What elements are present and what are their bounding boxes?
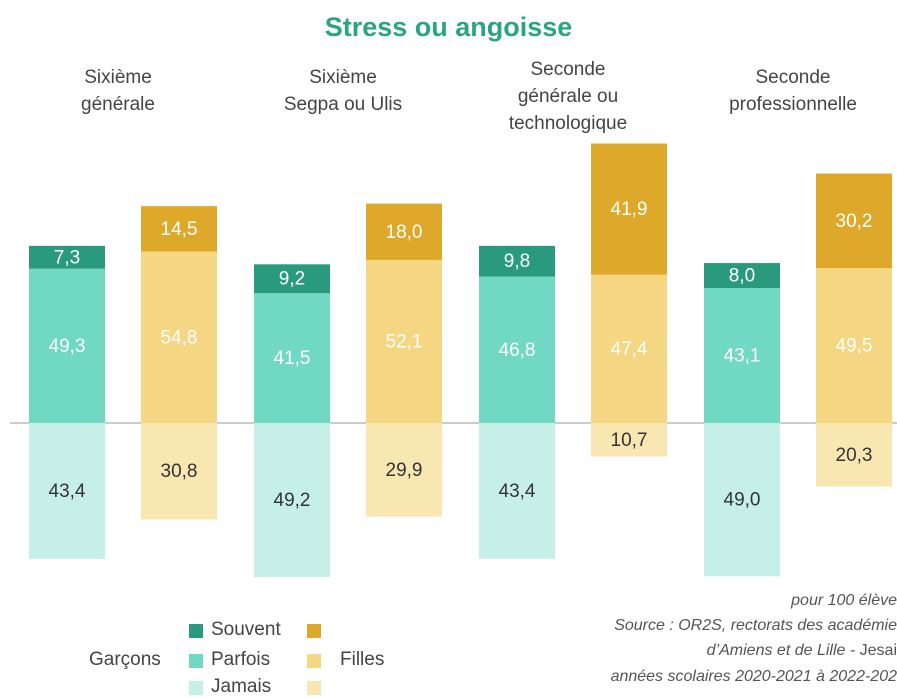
value-label: 7,3 [54, 247, 80, 268]
value-label: 54,8 [161, 327, 198, 348]
value-label: 8,0 [729, 266, 755, 287]
legend-swatch [307, 624, 321, 638]
value-label: 30,2 [836, 211, 873, 232]
value-label: 46,8 [499, 340, 536, 361]
bar-segment [254, 423, 330, 577]
bar-segment [479, 423, 555, 559]
bar-segment [29, 268, 105, 423]
note-text: années scolaires 2020-2021 à 2022-202 [610, 668, 897, 685]
bar-segment [366, 203, 442, 260]
legend-swatch [189, 624, 203, 638]
value-label: 47,4 [611, 339, 648, 360]
source-note: d’Amiens et de Lille - Jesai [707, 642, 897, 660]
value-label: 52,1 [386, 331, 423, 352]
value-label: 10,7 [611, 430, 648, 451]
value-label: 43,1 [724, 346, 761, 367]
note-text: pour 100 élève [791, 592, 897, 609]
value-label: 49,0 [724, 490, 761, 511]
bar-segment [479, 276, 555, 423]
value-label: 43,4 [499, 481, 536, 502]
bar-segment [816, 173, 892, 269]
value-label: 14,5 [161, 219, 198, 240]
legend-label: Souvent [211, 619, 281, 640]
bar-segment [141, 423, 217, 520]
value-label: 41,5 [274, 348, 311, 369]
value-label: 43,4 [49, 481, 86, 502]
legend-group: Filles [340, 649, 385, 670]
legend-swatch [189, 681, 203, 695]
bar-segment [366, 259, 442, 423]
bar-segment [591, 423, 667, 457]
value-label: 20,3 [836, 445, 873, 466]
value-label: 30,8 [161, 461, 198, 482]
bar-segment [591, 274, 667, 423]
category-label: Sixième Segpa ou Ulis [283, 67, 403, 115]
value-label: 49,3 [49, 336, 86, 357]
note-text: Source : OR2S, rectorats des académie [614, 617, 897, 634]
source-note: Source : OR2S, rectorats des académie [614, 617, 897, 635]
bar-segment [254, 264, 330, 294]
legend-group: Garçons [89, 649, 161, 670]
value-label: 29,9 [386, 460, 423, 481]
legend-label: Parfois [211, 649, 271, 670]
value-label: 49,2 [274, 490, 311, 511]
bar-segment [479, 245, 555, 277]
bar-segment [141, 206, 217, 252]
bar-segment [704, 263, 780, 289]
value-label: 41,9 [611, 199, 648, 220]
bar-segment [704, 423, 780, 577]
bar-segment [704, 288, 780, 423]
value-label: 9,2 [279, 269, 305, 290]
legend-label: Jamais [211, 676, 272, 697]
value-label: 18,0 [386, 222, 423, 243]
bar-segment [29, 245, 105, 269]
legend-swatch [307, 654, 321, 668]
category-label: Seconde professionnelle [729, 67, 857, 115]
bar-segment [591, 143, 667, 275]
bar-segment [29, 423, 105, 559]
value-label: 49,5 [836, 336, 873, 357]
bar-segment [816, 423, 892, 487]
source-note: années scolaires 2020-2021 à 2022-202 [611, 668, 897, 686]
legend-swatch [189, 654, 203, 668]
category-label: Seconde générale ou technologique [508, 59, 628, 134]
bar-segment [816, 268, 892, 423]
bar-segment [141, 251, 217, 423]
bar-segment [254, 293, 330, 423]
note-text: d’Amiens et de Lille - [706, 642, 860, 659]
source-note: pour 100 élève [791, 592, 897, 610]
category-label: Sixième générale [81, 67, 155, 115]
legend-swatch [307, 681, 321, 695]
value-label: 9,8 [504, 251, 530, 272]
credit: Jesai [859, 642, 897, 659]
bar-segment [366, 423, 442, 517]
chart-title: Stress ou angoisse [324, 12, 573, 42]
